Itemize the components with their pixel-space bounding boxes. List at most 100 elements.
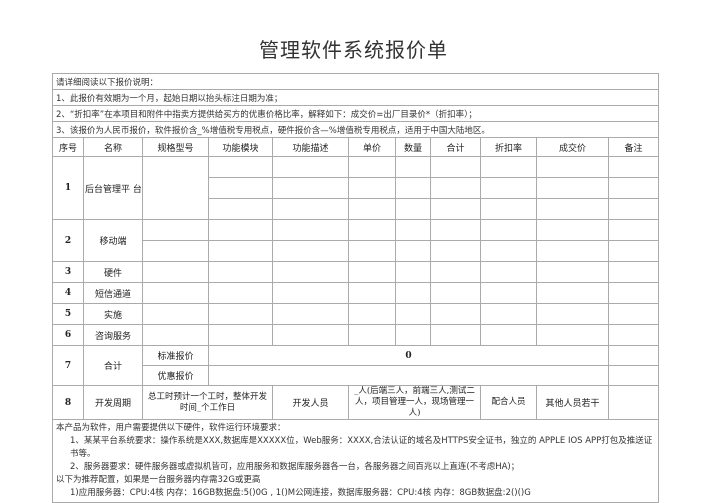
cell[interactable] — [536, 177, 609, 199]
cell[interactable] — [208, 324, 273, 346]
cell[interactable] — [208, 177, 273, 199]
cell[interactable] — [272, 261, 349, 283]
cell[interactable] — [607, 261, 660, 283]
cell[interactable] — [480, 261, 537, 283]
cell[interactable] — [395, 177, 431, 199]
cell[interactable] — [208, 240, 273, 262]
cell[interactable] — [348, 156, 396, 178]
cell[interactable] — [607, 385, 660, 420]
cell[interactable] — [142, 219, 209, 241]
header-row: 序号 名称 规格型号 功能模块 功能描述 单价 数量 合计 折扣率 成交价 备注 — [52, 137, 660, 157]
period-row: 8 开发周期 总工时预计一个工时，整体开发 时间_个工作日 开发人员 _人(后端… — [52, 385, 660, 420]
cell[interactable] — [272, 282, 349, 304]
cell[interactable] — [272, 156, 349, 178]
cell[interactable] — [208, 219, 273, 241]
spec-cell[interactable] — [142, 156, 209, 220]
cell[interactable] — [348, 303, 396, 325]
cell[interactable] — [536, 219, 609, 241]
cell[interactable] — [395, 156, 431, 178]
cell[interactable] — [272, 240, 349, 262]
requirements-config: 1)应用服务器：CPU:4核 内存：16GB数据盘:5()0G , 1()M公网… — [70, 488, 531, 498]
cell[interactable] — [348, 198, 396, 220]
table-row: 1 后台管理平 台 — [52, 156, 660, 220]
table-row: 6 咨询服务 — [52, 324, 660, 346]
cell[interactable] — [607, 240, 660, 262]
header-cell: 数量 — [395, 137, 431, 157]
requirements-text: 本产品为软件，用户需要提供以下硬件，软件运行环境要求： 1、某某平台系统要求：操… — [51, 419, 660, 503]
cell[interactable] — [480, 240, 537, 262]
cell[interactable] — [395, 282, 431, 304]
cell[interactable] — [480, 198, 537, 220]
period-label: 开发周期 — [83, 385, 143, 420]
cell[interactable] — [142, 282, 209, 304]
cell[interactable] — [272, 219, 349, 241]
cell[interactable] — [395, 240, 431, 262]
cell[interactable] — [348, 324, 396, 346]
cell[interactable] — [536, 303, 609, 325]
cell[interactable] — [430, 198, 481, 220]
cell[interactable] — [208, 156, 273, 178]
cell[interactable] — [208, 198, 273, 220]
cell[interactable] — [430, 261, 481, 283]
cell[interactable] — [430, 240, 481, 262]
cell[interactable] — [395, 219, 431, 241]
cell[interactable] — [430, 282, 481, 304]
cell[interactable] — [536, 282, 609, 304]
cell[interactable] — [348, 177, 396, 199]
header-cell: 名称 — [83, 137, 143, 157]
cell[interactable] — [430, 219, 481, 241]
standard-price-value[interactable]: 0 — [208, 345, 609, 366]
requirements-intro: 本产品为软件，用户需要提供以下硬件，软件运行环境要求： — [56, 423, 286, 433]
cell[interactable] — [348, 261, 396, 283]
row-number: 2 — [52, 219, 84, 262]
cell[interactable] — [348, 282, 396, 304]
cell[interactable] — [348, 240, 396, 262]
cell[interactable] — [142, 240, 209, 262]
cell[interactable] — [272, 303, 349, 325]
cell[interactable] — [272, 177, 349, 199]
discount-price-value[interactable] — [208, 365, 609, 386]
total-row-standard: 7 合计 标准报价 0 — [52, 345, 660, 386]
row-number: 4 — [52, 282, 84, 304]
cell[interactable] — [395, 324, 431, 346]
quotation-table: 请详细阅读以下报价说明： 1、此报价有效期为一个月，起始日期以抬头标注日期为准；… — [51, 73, 660, 503]
cell[interactable] — [607, 177, 660, 199]
cell[interactable] — [607, 282, 660, 304]
cell[interactable] — [536, 156, 609, 178]
cell[interactable] — [480, 303, 537, 325]
cell[interactable] — [430, 177, 481, 199]
cell[interactable] — [348, 219, 396, 241]
cell[interactable] — [395, 303, 431, 325]
cell[interactable] — [430, 156, 481, 178]
cell[interactable] — [536, 240, 609, 262]
cell[interactable] — [536, 261, 609, 283]
cell[interactable] — [142, 261, 209, 283]
cell[interactable] — [142, 303, 209, 325]
cell[interactable] — [208, 282, 273, 304]
cell[interactable] — [430, 303, 481, 325]
cell[interactable] — [430, 324, 481, 346]
cell[interactable] — [395, 261, 431, 283]
cell[interactable] — [480, 324, 537, 346]
cell[interactable] — [607, 365, 660, 386]
cell[interactable] — [480, 177, 537, 199]
cell[interactable] — [208, 303, 273, 325]
cell[interactable] — [480, 156, 537, 178]
cell[interactable] — [272, 324, 349, 346]
cell[interactable] — [607, 303, 660, 325]
cell[interactable] — [395, 198, 431, 220]
cell[interactable] — [607, 324, 660, 346]
cell[interactable] — [208, 261, 273, 283]
cell[interactable] — [536, 198, 609, 220]
row-number: 5 — [52, 303, 84, 325]
cell[interactable] — [142, 324, 209, 346]
cell[interactable] — [607, 156, 660, 178]
cell[interactable] — [536, 324, 609, 346]
cell[interactable] — [607, 198, 660, 220]
cell[interactable] — [607, 345, 660, 366]
cell[interactable] — [272, 198, 349, 220]
header-cell: 折扣率 — [480, 137, 537, 157]
cell[interactable] — [480, 219, 537, 241]
cell[interactable] — [480, 282, 537, 304]
cell[interactable] — [607, 219, 660, 241]
